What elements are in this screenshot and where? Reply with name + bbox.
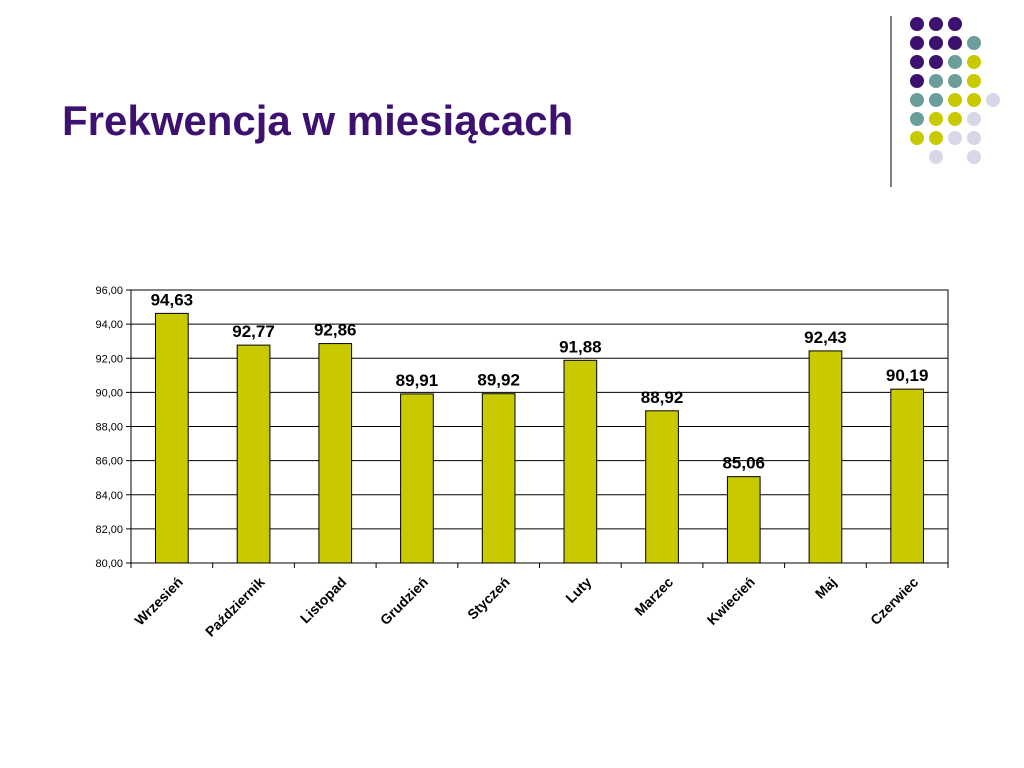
bar <box>318 343 353 564</box>
x-tick-label: Wrzesień <box>131 574 186 629</box>
y-tick-label: 94,00 <box>95 319 123 331</box>
decorative-dot <box>967 150 981 164</box>
decorative-dot <box>948 36 962 50</box>
decorative-dot <box>967 36 981 50</box>
bar <box>726 476 761 564</box>
bar <box>890 388 924 564</box>
decorative-dot <box>929 131 943 145</box>
decorative-dot <box>967 112 981 126</box>
decorative-dot <box>948 131 962 145</box>
decorative-dot <box>948 112 962 126</box>
bar <box>400 393 434 564</box>
decorative-dot <box>929 150 943 164</box>
y-tick-label: 84,00 <box>95 490 123 502</box>
decorative-dot <box>948 55 962 69</box>
decorative-dot <box>967 55 981 69</box>
data-label: 88,92 <box>641 388 684 407</box>
x-tick-label: Czerwiec <box>867 574 921 628</box>
x-tick-label: Grudzień <box>377 574 431 628</box>
bar <box>563 359 598 564</box>
y-tick-label: 96,00 <box>95 285 123 297</box>
data-label: 94,63 <box>151 290 194 309</box>
bar <box>236 344 271 564</box>
decorative-dot-grid <box>890 16 1000 187</box>
bars: 94,63 92,77 92,86 89,91 89,92 91,88 88,92 85,06… <box>151 290 929 564</box>
decorative-dot <box>929 93 943 107</box>
decorative-dot <box>929 36 943 50</box>
bar <box>481 393 516 564</box>
x-tick-label: Listopad <box>297 574 350 627</box>
decorative-dot <box>910 36 924 50</box>
decorative-dot <box>910 74 924 88</box>
data-label: 90,19 <box>886 366 929 385</box>
bar <box>645 410 679 564</box>
y-tick-label: 80,00 <box>95 558 123 570</box>
y-tick-label: 88,00 <box>95 422 123 434</box>
decorative-dot <box>910 17 924 31</box>
data-label: 92,86 <box>314 321 357 340</box>
data-label: 89,92 <box>477 371 520 390</box>
decorative-dot <box>948 17 962 31</box>
decorative-dot <box>910 93 924 107</box>
decorative-dot <box>948 74 962 88</box>
y-tick-label: 90,00 <box>95 387 123 399</box>
data-label: 92,77 <box>232 322 275 341</box>
decorative-dot <box>967 74 981 88</box>
x-tick-label: Kwiecień <box>704 574 758 628</box>
y-tick-label: 82,00 <box>95 524 123 536</box>
x-tick-label: Marzec <box>631 574 676 619</box>
decorative-dot <box>929 55 943 69</box>
x-tick-label: Luty <box>562 574 594 606</box>
x-tick-label: Styczeń <box>464 574 513 623</box>
decorative-dot <box>967 93 981 107</box>
decorative-dot <box>910 55 924 69</box>
decorative-dot <box>967 131 981 145</box>
decorative-dot <box>948 93 962 107</box>
bar <box>808 350 843 564</box>
bar <box>155 312 189 564</box>
decorative-dot <box>929 17 943 31</box>
decorative-dot <box>929 74 943 88</box>
decorative-dot <box>910 131 924 145</box>
decorative-dot <box>910 112 924 126</box>
slide-title: Frekwencja w miesiącach <box>62 97 574 144</box>
data-label: 85,06 <box>722 454 765 473</box>
x-axis: Wrzesień Październik Listopad Grudzień Stycz… <box>130 563 949 640</box>
data-label: 92,43 <box>804 328 847 347</box>
y-axis: 80,00 82,00 84,00 86,00 88,00 90,00 92,00 94,00… <box>95 285 131 570</box>
y-tick-label: 86,00 <box>95 456 123 468</box>
data-label: 91,88 <box>559 337 602 356</box>
decorative-dot <box>929 112 943 126</box>
x-tick-label: Maj <box>812 574 840 602</box>
decorative-dot <box>986 93 1000 107</box>
data-label: 89,91 <box>396 371 439 390</box>
y-tick-label: 92,00 <box>95 353 123 365</box>
x-tick-label: Październik <box>202 574 268 640</box>
